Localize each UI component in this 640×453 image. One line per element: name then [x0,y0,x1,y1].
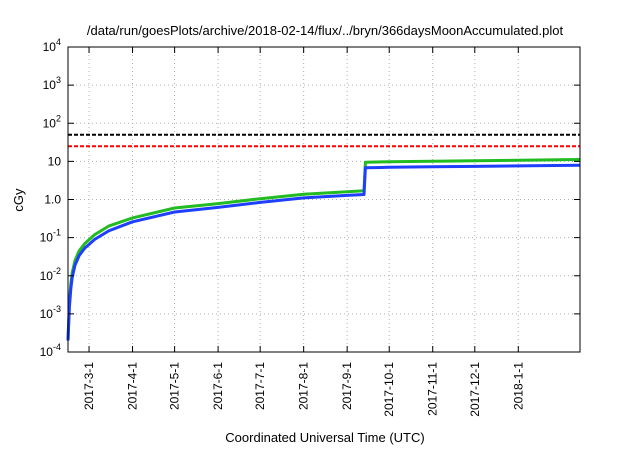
x-tick-label: 2017-5-1 [168,362,182,410]
y-axis-label: cGy [11,188,26,212]
y-tick-label: 104 [43,37,61,54]
y-tick-label: 103 [43,75,61,92]
x-axis-ticks: 2017-3-1 2017-4-1 2017-5-1 2017-6-1 2017-7-1… [82,47,525,417]
threshold-lines [68,133,580,148]
chart-title: /data/run/goesPlots/archive/2018-02-14/f… [87,23,564,38]
x-tick-label: 2017-12-1 [468,362,482,417]
x-tick-label: 2017-3-1 [82,362,96,410]
x-axis-label: Coordinated Universal Time (UTC) [225,430,424,445]
x-tick-label: 2017-4-1 [126,362,140,410]
y-tick-label: 1.0 [44,193,61,207]
x-tick-label: 2018-1-1 [511,362,525,410]
y-tick-label: 10-3 [40,304,61,321]
y-tick-label: 10 [48,154,62,168]
x-tick-label: 2017-10-1 [382,362,396,417]
y-tick-label: 10-2 [40,266,61,283]
x-tick-label: 2017-7-1 [253,362,267,410]
y-tick-label: 10-4 [40,342,61,359]
y-axis-ticks: 10-4 10-3 10-2 10-1 1.0 10 102 103 104 [40,37,580,359]
grid [68,47,580,352]
x-tick-label: 2017-8-1 [297,362,311,410]
series-lines [66,158,581,341]
x-tick-label: 2017-6-1 [211,362,225,410]
series-line [66,163,581,341]
y-tick-label: 102 [43,113,61,130]
series-line [66,158,581,341]
y-tick-label: 10-1 [40,228,61,245]
x-tick-label: 2017-11-1 [426,362,440,416]
x-tick-label: 2017-9-1 [340,362,354,410]
